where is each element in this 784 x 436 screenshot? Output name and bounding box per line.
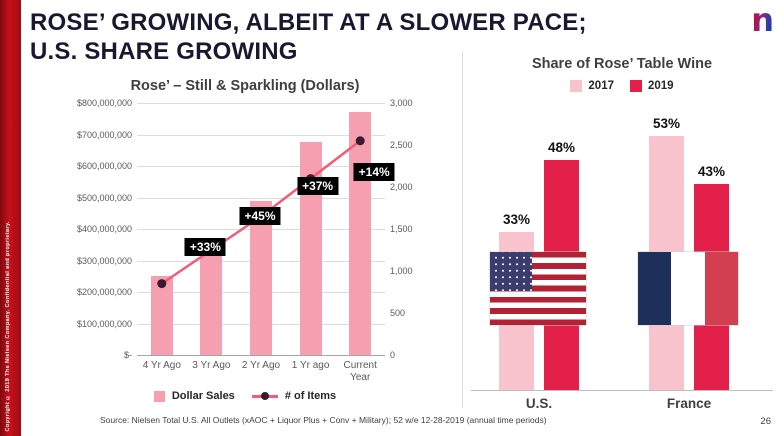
share-value-label: 53% bbox=[652, 115, 681, 131]
country-label: U.S. bbox=[525, 396, 553, 411]
legend-2019-swatch bbox=[630, 80, 642, 92]
right-axis-tick: 2,000 bbox=[390, 182, 413, 192]
dollar-sales-bar bbox=[150, 276, 173, 355]
x-category-label: Current Year bbox=[343, 360, 377, 383]
gridline bbox=[137, 197, 385, 199]
share-chart-legend: 2017 2019 bbox=[463, 80, 781, 92]
share-value-label: 43% bbox=[697, 163, 726, 179]
page-number: 26 bbox=[760, 416, 771, 427]
slide-title-line2: U.S. SHARE GROWING bbox=[30, 38, 298, 66]
copyright-vertical-text: Copyright © 2019 The Nielsen Company. Co… bbox=[5, 220, 11, 431]
right-axis-tick: 1,500 bbox=[390, 224, 413, 234]
right-axis-tick: 500 bbox=[390, 308, 406, 318]
legend-2017-label: 2017 bbox=[588, 80, 614, 92]
nielsen-logo-icon: n bbox=[751, 1, 774, 39]
dollar-sales-combo-chart: Rose’ – Still & Sparkling (Dollars) +33%… bbox=[60, 78, 430, 418]
dollar-sales-bar bbox=[299, 142, 322, 355]
growth-annotation: +45% bbox=[239, 207, 281, 226]
brand-red-strip: Copyright © 2019 The Nielsen Company. Co… bbox=[0, 0, 21, 436]
dollar-sales-bar bbox=[200, 249, 223, 355]
us-flag-icon bbox=[490, 252, 586, 325]
left-axis-tick: $400,000,000 bbox=[76, 224, 132, 234]
dollar-sales-bar bbox=[250, 200, 272, 355]
france-flag-white-band bbox=[671, 252, 705, 325]
france-flag-red-band bbox=[704, 252, 738, 325]
combo-chart-legend: Dollar Sales # of Items bbox=[60, 390, 430, 402]
items-marker bbox=[355, 136, 365, 146]
share-chart-title: Share of Rose’ Table Wine bbox=[531, 56, 713, 72]
left-axis-tick: $200,000,000 bbox=[76, 287, 132, 297]
left-axis-tick: $700,000,000 bbox=[76, 129, 132, 140]
left-axis-tick: $- bbox=[123, 350, 132, 360]
combo-plot-area: +33% +45% +37% +14% bbox=[137, 103, 395, 356]
slide-title-line1: ROSE’ GROWING, ALBEIT AT A SLOWER PACE; bbox=[30, 9, 587, 36]
left-axis-tick: $500,000,000 bbox=[76, 192, 132, 203]
items-legend-label: # of Items bbox=[284, 390, 337, 402]
left-axis-tick: $300,000,000 bbox=[76, 255, 132, 266]
items-line-series bbox=[157, 136, 365, 289]
us-flag-canton bbox=[490, 252, 532, 292]
gridline bbox=[137, 134, 385, 136]
share-plot-area: 33% 48% U.S. 53% 43% France bbox=[463, 52, 781, 411]
gridline bbox=[137, 166, 385, 167]
right-axis-tick: 1,000 bbox=[390, 266, 413, 276]
dollar-sales-legend-label: Dollar Sales bbox=[171, 390, 235, 402]
x-axis-line bbox=[137, 355, 385, 356]
right-axis-tick: 0 bbox=[390, 350, 396, 360]
items-marker-icon bbox=[260, 391, 269, 400]
items-line-icon bbox=[251, 391, 278, 400]
legend-2019-label: 2019 bbox=[648, 80, 674, 92]
growth-annotation: +33% bbox=[184, 238, 226, 256]
slide-title: ROSE’ GROWING, ALBEIT AT A SLOWER PACE; U… bbox=[30, 8, 587, 67]
share-value-label: 48% bbox=[547, 139, 576, 155]
right-axis-tick: 3,000 bbox=[390, 98, 413, 108]
france-flag-blue-band bbox=[638, 252, 672, 325]
france-flag-icon bbox=[638, 252, 738, 325]
growth-annotation: +37% bbox=[297, 176, 339, 195]
growth-annotation: +14% bbox=[353, 162, 395, 181]
combo-chart-title: Rose’ – Still & Sparkling (Dollars) bbox=[130, 78, 360, 94]
gridline bbox=[137, 103, 385, 104]
source-note: Source: Nielsen Total U.S. All Outlets (… bbox=[100, 415, 547, 425]
legend-2017-swatch bbox=[570, 80, 583, 92]
items-marker bbox=[157, 279, 167, 289]
left-axis-tick: $800,000,000 bbox=[76, 98, 132, 108]
x-category-label: 2 Yr Ago bbox=[241, 360, 281, 371]
x-category-label: 4 Yr Ago bbox=[142, 360, 181, 371]
left-axis-tick: $600,000,000 bbox=[76, 161, 132, 171]
x-category-label: 3 Yr Ago bbox=[192, 360, 231, 371]
share-chart: Share of Rose’ Table Wine 2017 2019 33% 4… bbox=[462, 52, 781, 411]
right-axis-tick: 2,500 bbox=[390, 140, 413, 150]
dollar-sales-swatch bbox=[153, 390, 165, 402]
left-axis-tick: $100,000,000 bbox=[76, 318, 132, 329]
share-value-label: 33% bbox=[502, 211, 531, 227]
share-x-axis-line bbox=[471, 390, 773, 391]
country-label: France bbox=[666, 396, 712, 411]
x-category-label: 1 Yr ago bbox=[291, 360, 330, 371]
